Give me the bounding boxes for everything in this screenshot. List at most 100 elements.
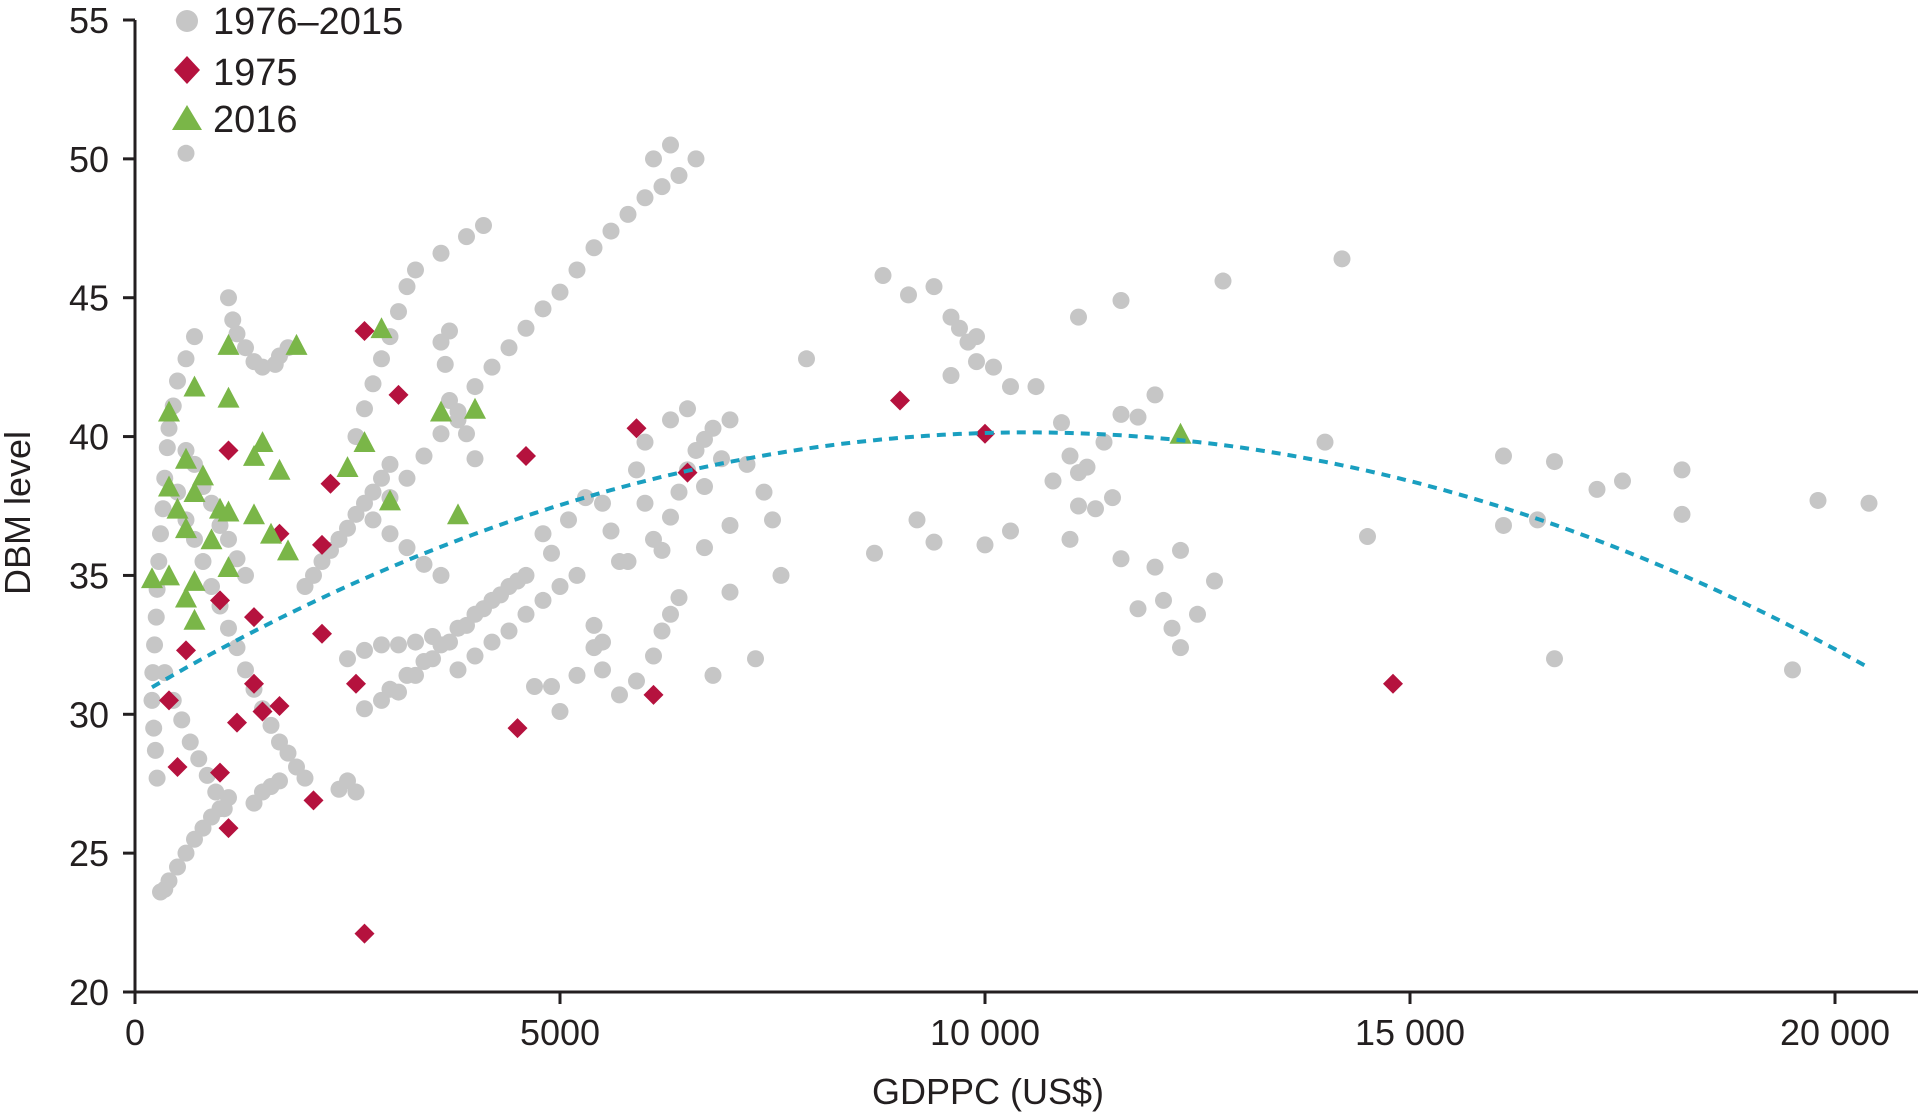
point-1976-2015 (373, 350, 390, 368)
point-1976-2015 (237, 661, 254, 679)
point-1976-2015 (364, 375, 382, 393)
point-2016 (175, 447, 197, 469)
point-1976-2015 (968, 353, 985, 371)
point-1976-2015 (696, 478, 713, 496)
legend-marker-2016 (172, 105, 202, 130)
point-2016 (217, 333, 240, 355)
y-axis-label: DBM level (0, 431, 38, 595)
point-1976-2015 (143, 691, 161, 709)
point-2016 (183, 481, 206, 503)
point-1975 (244, 673, 264, 694)
point-2016 (200, 528, 223, 550)
point-1976-2015 (364, 511, 382, 529)
point-1976-2015 (628, 461, 645, 479)
point-1976-2015 (594, 661, 611, 679)
point-1976-2015 (874, 266, 892, 284)
point-2016 (464, 397, 486, 419)
point-1976-2015 (1546, 650, 1563, 668)
point-2016 (353, 431, 376, 453)
y-tick-label: 50 (69, 139, 109, 180)
point-1976-2015 (1027, 378, 1045, 396)
point-1976-2015 (356, 700, 373, 718)
point-2016 (175, 586, 197, 608)
point-1976-2015 (339, 519, 356, 537)
point-1976-2015 (636, 494, 654, 512)
point-1976-2015 (1784, 661, 1801, 679)
point-1975 (1383, 673, 1403, 694)
point-1976-2015 (1155, 591, 1172, 609)
point-1976-2015 (1146, 386, 1164, 404)
point-1976-2015 (144, 664, 162, 682)
point-1976-2015 (645, 150, 662, 168)
point-1975 (890, 390, 910, 411)
point-1976-2015 (866, 544, 883, 562)
point-1976-2015 (190, 750, 208, 768)
point-1976-2015 (543, 678, 560, 696)
point-1976-2015 (1002, 522, 1019, 540)
point-1976-2015 (551, 703, 569, 721)
point-1976-2015 (585, 616, 603, 634)
y-tick-label: 40 (69, 417, 109, 458)
x-tick-label: 5000 (520, 1012, 600, 1053)
point-1976-2015 (237, 339, 254, 357)
point-1976-2015 (228, 550, 246, 568)
point-2016 (430, 400, 452, 422)
point-1976-2015 (458, 616, 475, 634)
point-1975 (312, 623, 332, 644)
point-2016 (183, 375, 206, 397)
point-1976-2015 (373, 469, 390, 487)
point-1976-2015 (500, 339, 518, 357)
point-1976-2015 (483, 633, 501, 651)
point-1976-2015 (1112, 405, 1130, 423)
point-2016 (192, 464, 214, 486)
point-1976-2015 (1546, 453, 1563, 471)
point-1976-2015 (407, 261, 424, 279)
point-1976-2015 (1087, 500, 1104, 518)
point-1976-2015 (373, 691, 390, 709)
point-1976-2015 (1172, 639, 1189, 657)
point-2016 (217, 386, 240, 408)
point-1976-2015 (721, 583, 739, 601)
point-1976-2015 (662, 605, 679, 623)
point-1976-2015 (1809, 491, 1827, 509)
point-1976-2015 (145, 719, 163, 737)
point-2016 (336, 456, 359, 478)
point-1976-2015 (1673, 461, 1691, 479)
y-tick-label: 25 (69, 833, 109, 874)
point-2016 (158, 564, 180, 586)
point-1976-2015 (747, 650, 764, 668)
point-1976-2015 (237, 566, 254, 584)
point-1976-2015 (169, 858, 186, 876)
point-1976-2015 (568, 666, 586, 684)
point-1976-2015 (611, 686, 628, 704)
point-1976-2015 (146, 741, 164, 759)
point-1976-2015 (696, 539, 713, 557)
point-2016 (370, 317, 393, 339)
point-1976-2015 (158, 439, 176, 457)
point-1976-2015 (636, 189, 654, 207)
y-tick-label: 35 (69, 555, 109, 596)
point-1976-2015 (1588, 480, 1606, 498)
point-1976-2015 (738, 455, 756, 473)
y-tick-label: 45 (69, 278, 109, 319)
point-1976-2015 (1172, 541, 1189, 559)
point-1976-2015 (1359, 528, 1376, 546)
point-1976-2015 (441, 633, 458, 651)
x-tick-label: 10 000 (930, 1012, 1040, 1053)
point-1975 (388, 384, 409, 405)
point-1976-2015 (534, 591, 552, 609)
point-2016 (1169, 422, 1192, 444)
point-1975 (354, 321, 375, 342)
point-1976-2015 (160, 872, 178, 890)
point-1976-2015 (364, 483, 382, 501)
point-1976-2015 (449, 661, 467, 679)
legend-marker-1975 (174, 56, 200, 84)
point-1976-2015 (764, 511, 781, 529)
point-1976-2015 (653, 622, 671, 640)
point-1975 (626, 418, 647, 439)
point-1976-2015 (500, 622, 518, 640)
y-tick-label: 20 (69, 972, 109, 1013)
point-1976-2015 (347, 783, 365, 801)
x-axis-label: GDPPC (US$) (872, 1071, 1104, 1112)
point-1976-2015 (424, 650, 441, 668)
